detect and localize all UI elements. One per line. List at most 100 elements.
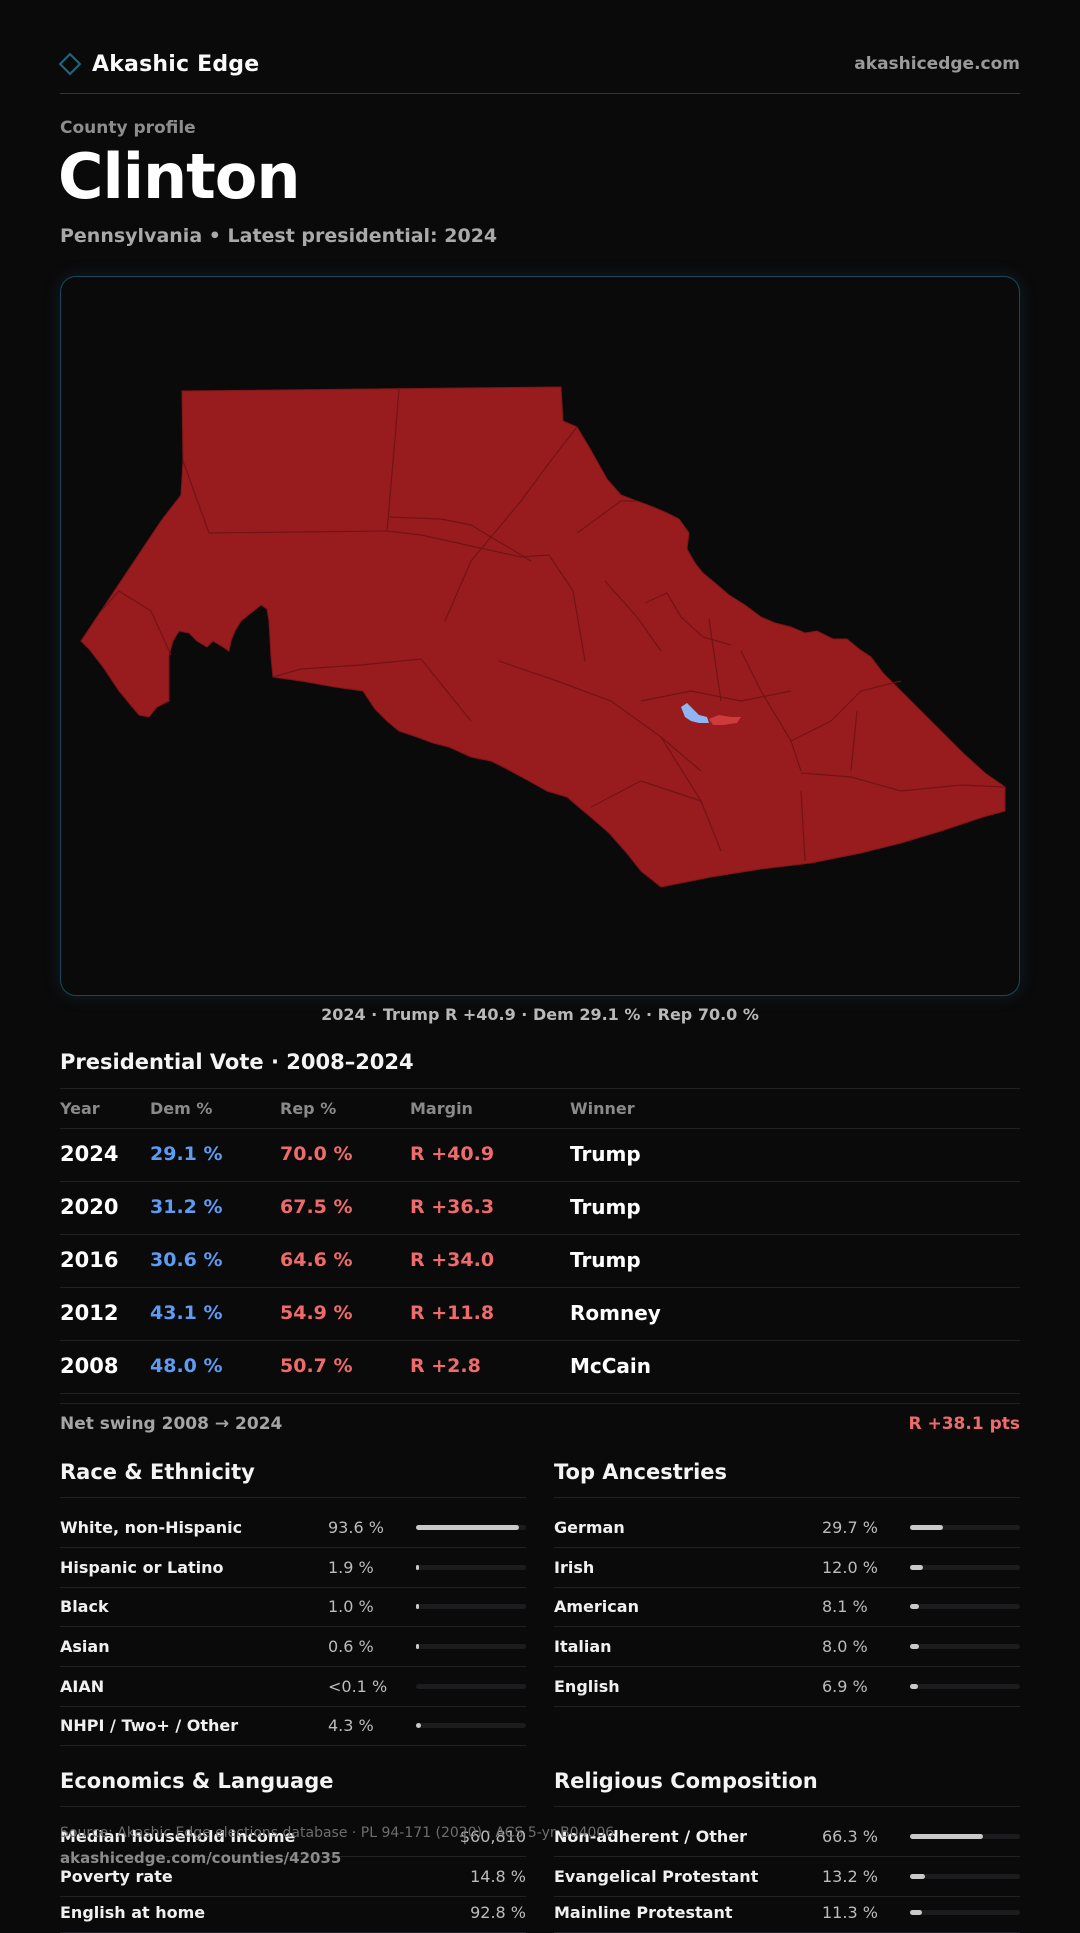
democratic-precinct	[681, 703, 709, 723]
stat-bar-fill	[416, 1525, 519, 1530]
margin: R +11.8	[410, 1302, 495, 1324]
ancestry-title: Top Ancestries	[554, 1460, 728, 1484]
divider	[554, 1497, 1020, 1498]
race-row: Hispanic or Latino 1.9 %	[60, 1548, 526, 1588]
stat-label: Italian	[554, 1637, 612, 1656]
stat-bar	[910, 1834, 1020, 1839]
economics-row: English at home 92.8 %	[60, 1893, 526, 1933]
county-map-svg	[80, 386, 1006, 888]
county-map[interactable]	[60, 276, 1020, 996]
stat-bar	[910, 1604, 1020, 1609]
ancestry-row: Irish 12.0 %	[554, 1548, 1020, 1588]
divider	[60, 1128, 1020, 1129]
header-divider	[60, 93, 1020, 94]
stat-bar-fill	[910, 1834, 983, 1839]
stat-bar-fill	[416, 1644, 419, 1649]
margin: R +34.0	[410, 1249, 495, 1271]
rep-share: 67.5 %	[280, 1196, 353, 1218]
divider	[554, 1806, 1020, 1807]
rep-share: 70.0 %	[280, 1143, 353, 1165]
stat-label: NHPI / Two+ / Other	[60, 1716, 239, 1735]
economics-row: Median household income $60,810	[60, 1817, 526, 1857]
winner: Trump	[570, 1248, 641, 1272]
municipal-boundaries	[100, 388, 1006, 862]
winner: Trump	[570, 1142, 641, 1166]
ancestry-row: English 6.9 %	[554, 1667, 1020, 1707]
religion-row: Evangelical Protestant 13.2 %	[554, 1857, 1020, 1897]
stat-label: American	[554, 1597, 639, 1616]
stat-bar-fill	[910, 1525, 943, 1530]
margin: R +40.9	[410, 1143, 495, 1165]
year: 2016	[60, 1248, 119, 1272]
winner: McCain	[570, 1354, 652, 1378]
stat-value: 14.8 %	[470, 1867, 526, 1886]
stat-bar	[910, 1874, 1020, 1879]
race-row: AIAN <0.1 %	[60, 1667, 526, 1707]
stat-bar	[910, 1644, 1020, 1649]
col-winner: Winner	[570, 1099, 635, 1118]
rep-share: 54.9 %	[280, 1302, 353, 1324]
stat-bar	[416, 1525, 526, 1530]
page-title: Clinton	[58, 140, 301, 213]
stat-bar	[416, 1604, 526, 1609]
year: 2020	[60, 1195, 119, 1219]
page-url-link[interactable]: akashicedge.com/counties/42035	[60, 1849, 342, 1867]
stat-label: White, non-Hispanic	[60, 1518, 243, 1537]
stat-label: Evangelical Protestant	[554, 1867, 759, 1886]
table-row: 2020 31.2 % 67.5 % R +36.3 Trump	[60, 1181, 1020, 1235]
stat-bar	[416, 1565, 526, 1570]
stat-label: Poverty rate	[60, 1867, 173, 1886]
stat-value: 13.2 %	[822, 1867, 878, 1886]
economics-title: Economics & Language	[60, 1769, 334, 1793]
stat-value: 92.8 %	[470, 1903, 526, 1922]
stat-label: Non-adherent / Other	[554, 1827, 748, 1846]
stat-label: Asian	[60, 1637, 110, 1656]
margin: R +2.8	[410, 1355, 481, 1377]
county-shape	[80, 386, 1006, 888]
stat-value: 93.6 %	[328, 1518, 384, 1537]
table-row: 2016 30.6 % 64.6 % R +34.0 Trump	[60, 1234, 1020, 1288]
stat-bar-fill	[416, 1723, 421, 1728]
dem-share: 30.6 %	[150, 1249, 223, 1271]
race-row: NHPI / Two+ / Other 4.3 %	[60, 1706, 526, 1746]
stat-label: German	[554, 1518, 625, 1537]
year: 2012	[60, 1301, 119, 1325]
divider	[60, 1088, 1020, 1089]
race-title: Race & Ethnicity	[60, 1460, 255, 1484]
stat-bar	[416, 1723, 526, 1728]
ancestry-row: American 8.1 %	[554, 1587, 1020, 1627]
race-row: Asian 0.6 %	[60, 1627, 526, 1667]
stat-value: $60,810	[459, 1827, 526, 1846]
table-row: 2012 43.1 % 54.9 % R +11.8 Romney	[60, 1287, 1020, 1341]
divider	[60, 1497, 526, 1498]
stat-bar	[416, 1684, 526, 1689]
stat-value: 8.1 %	[822, 1597, 868, 1616]
dem-share: 43.1 %	[150, 1302, 223, 1324]
ancestry-row: Italian 8.0 %	[554, 1627, 1020, 1667]
contested-precinct	[709, 715, 741, 725]
site-link[interactable]: akashicedge.com	[854, 54, 1020, 74]
stat-value: 1.0 %	[328, 1597, 374, 1616]
stat-bar-fill	[910, 1684, 918, 1689]
divider	[60, 1403, 1020, 1404]
source-note: Source: Akashic Edge elections database …	[60, 1825, 615, 1841]
stat-label: Mainline Protestant	[554, 1903, 733, 1922]
divider	[60, 1806, 526, 1807]
race-row: Black 1.0 %	[60, 1587, 526, 1627]
year: 2024	[60, 1142, 119, 1166]
stat-value: 12.0 %	[822, 1558, 878, 1577]
stat-bar	[910, 1525, 1020, 1530]
rep-share: 64.6 %	[280, 1249, 353, 1271]
stat-bar-fill	[910, 1910, 923, 1915]
dem-share: 48.0 %	[150, 1355, 223, 1377]
stat-value: 66.3 %	[822, 1827, 878, 1846]
rep-share: 50.7 %	[280, 1355, 353, 1377]
stat-bar-fill	[910, 1604, 919, 1609]
stat-value: 4.3 %	[328, 1716, 374, 1735]
stat-value: 0.6 %	[328, 1637, 374, 1656]
brand[interactable]: Akashic Edge	[58, 48, 260, 80]
stat-label: English	[554, 1677, 620, 1696]
dem-share: 31.2 %	[150, 1196, 223, 1218]
page-subtitle: Pennsylvania • Latest presidential: 2024	[60, 225, 498, 247]
brand-name: Akashic Edge	[92, 51, 260, 77]
